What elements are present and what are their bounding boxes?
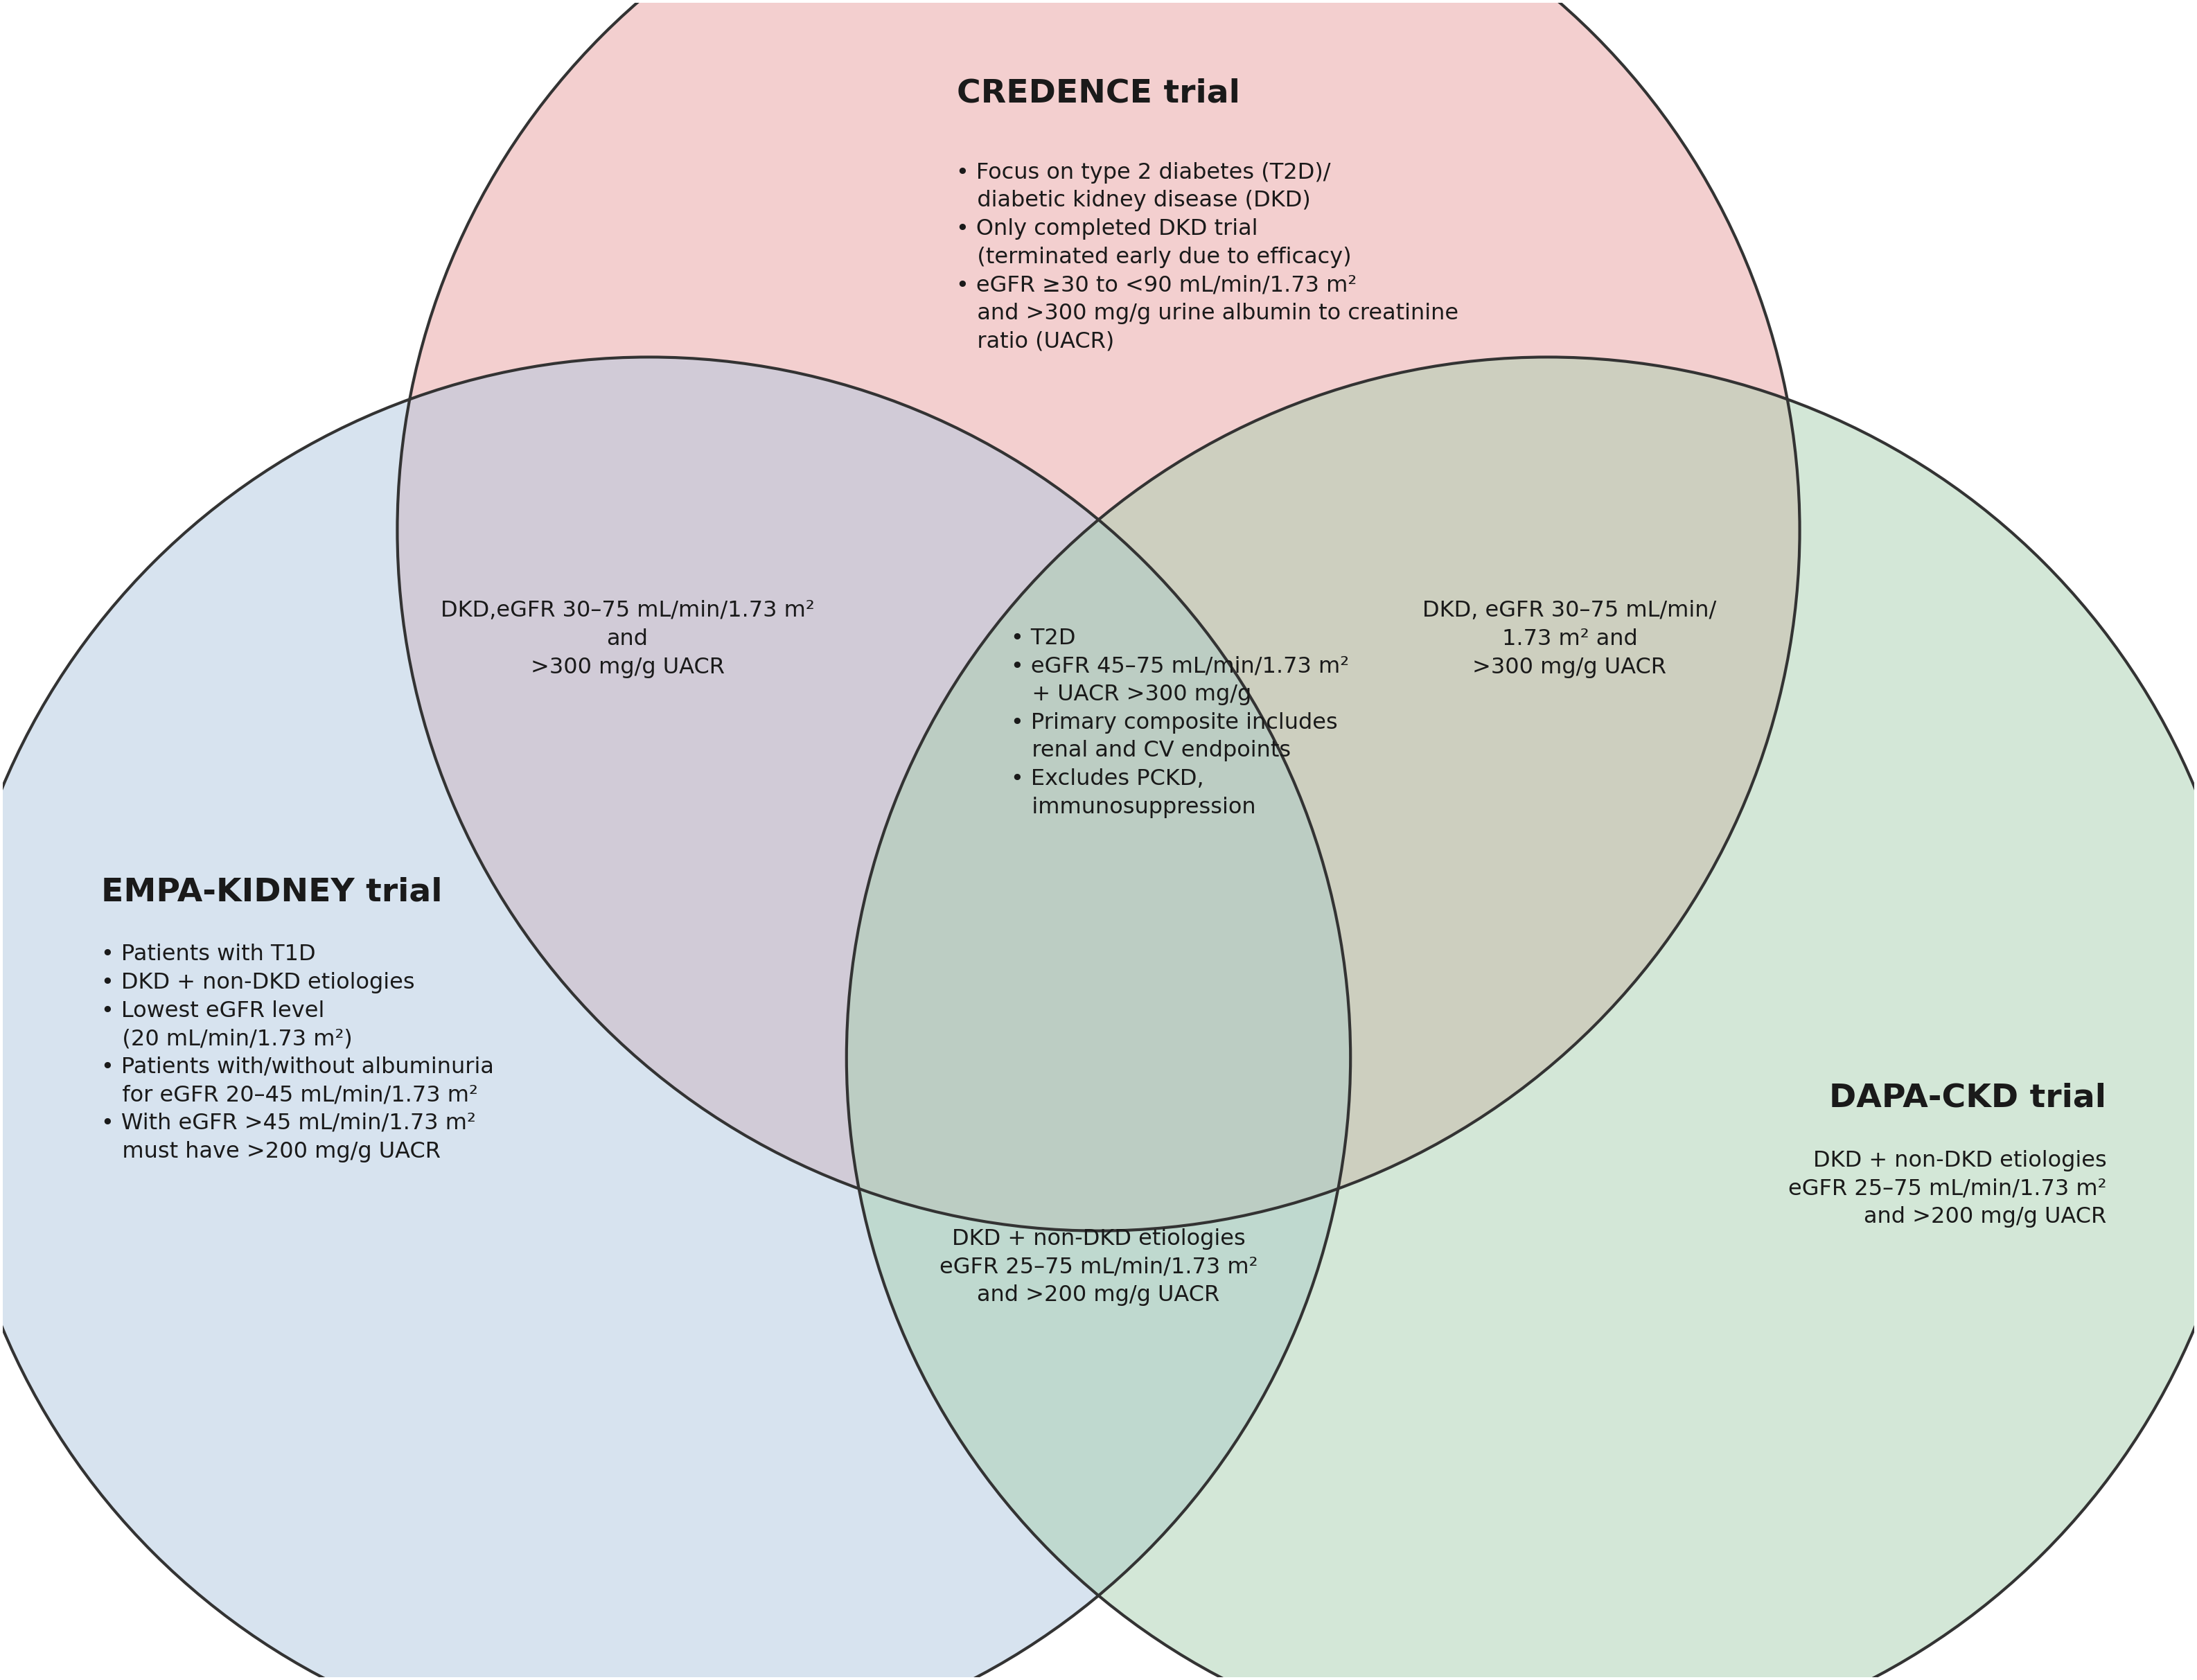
Ellipse shape: [0, 358, 1351, 1680]
Text: • T2D
• eGFR 45–75 mL/min/1.73 m²
   + UACR >300 mg/g
• Primary composite includ: • T2D • eGFR 45–75 mL/min/1.73 m² + UACR…: [1011, 628, 1349, 818]
Text: • Patients with T1D
• DKD + non-DKD etiologies
• Lowest eGFR level
   (20 mL/min: • Patients with T1D • DKD + non-DKD etio…: [101, 944, 494, 1163]
Text: DKD + non-DKD etiologies
eGFR 25–75 mL/min/1.73 m²
and >200 mg/g UACR: DKD + non-DKD etiologies eGFR 25–75 mL/m…: [940, 1228, 1257, 1305]
Text: DKD, eGFR 30–75 mL/min/
1.73 m² and
>300 mg/g UACR: DKD, eGFR 30–75 mL/min/ 1.73 m² and >300…: [1424, 600, 1716, 679]
Text: DKD + non-DKD etiologies
eGFR 25–75 mL/min/1.73 m²
and >200 mg/g UACR: DKD + non-DKD etiologies eGFR 25–75 mL/m…: [1788, 1149, 2107, 1228]
Text: DAPA-CKD trial: DAPA-CKD trial: [1830, 1084, 2107, 1114]
Text: • Focus on type 2 diabetes (T2D)/
   diabetic kidney disease (DKD)
• Only comple: • Focus on type 2 diabetes (T2D)/ diabet…: [956, 161, 1459, 353]
Ellipse shape: [846, 358, 2197, 1680]
Ellipse shape: [398, 0, 1799, 1231]
Text: DKD,eGFR 30–75 mL/min/1.73 m²
and
>300 mg/g UACR: DKD,eGFR 30–75 mL/min/1.73 m² and >300 m…: [439, 600, 815, 679]
Text: CREDENCE trial: CREDENCE trial: [958, 79, 1239, 109]
Text: EMPA-KIDNEY trial: EMPA-KIDNEY trial: [101, 877, 444, 907]
